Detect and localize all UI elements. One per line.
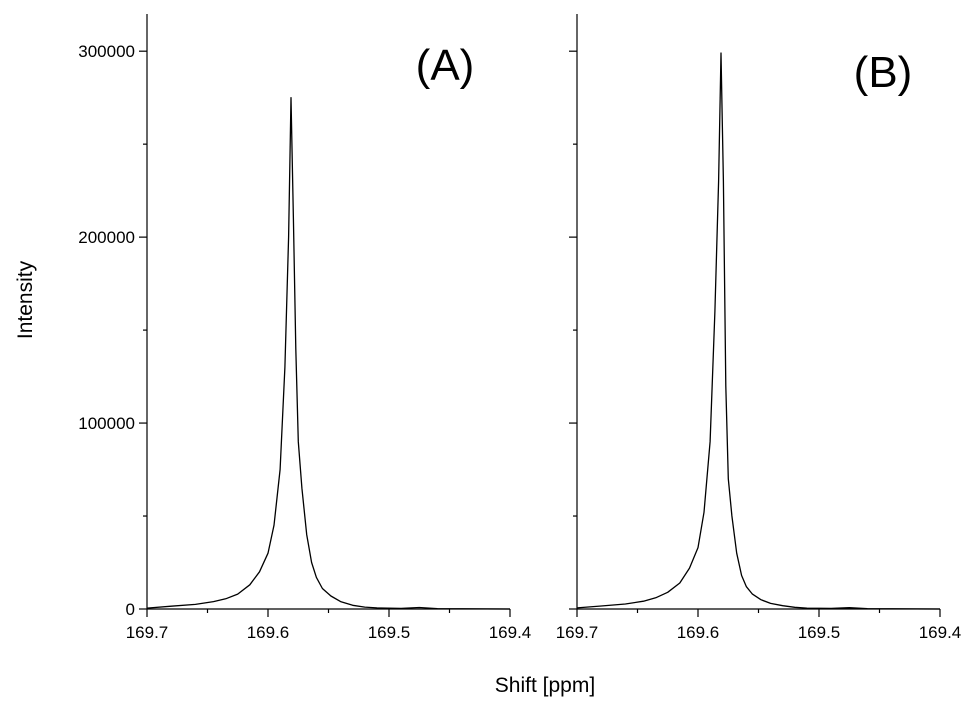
y-tick-label: 300000 xyxy=(78,42,135,61)
spectrum-line xyxy=(576,52,941,610)
panel-label: (A) xyxy=(416,41,475,90)
y-tick-label: 100000 xyxy=(78,414,135,433)
x-axis-title: Shift [ppm] xyxy=(495,674,595,697)
x-tick-label: 169.5 xyxy=(368,623,411,642)
x-tick-label: 169.5 xyxy=(798,623,841,642)
axes-layer xyxy=(139,14,941,617)
x-tick-label: 169.4 xyxy=(489,623,532,642)
panel-label: (B) xyxy=(854,48,913,97)
y-tick-label: 200000 xyxy=(78,228,135,247)
x-tick-label: 169.6 xyxy=(677,623,720,642)
x-tick-label: 169.4 xyxy=(919,623,962,642)
text-layer: 169.7 169.6 169.5 169.4 0 100000 200000 300000 (… xyxy=(78,41,961,642)
series-layer xyxy=(146,52,941,610)
x-tick-label: 169.7 xyxy=(126,623,169,642)
spectrum-line xyxy=(146,97,511,610)
y-tick-label: 0 xyxy=(126,600,135,619)
y-axis-title: Intensity xyxy=(14,260,37,339)
x-tick-label: 169.6 xyxy=(247,623,290,642)
x-tick-label: 169.7 xyxy=(556,623,599,642)
